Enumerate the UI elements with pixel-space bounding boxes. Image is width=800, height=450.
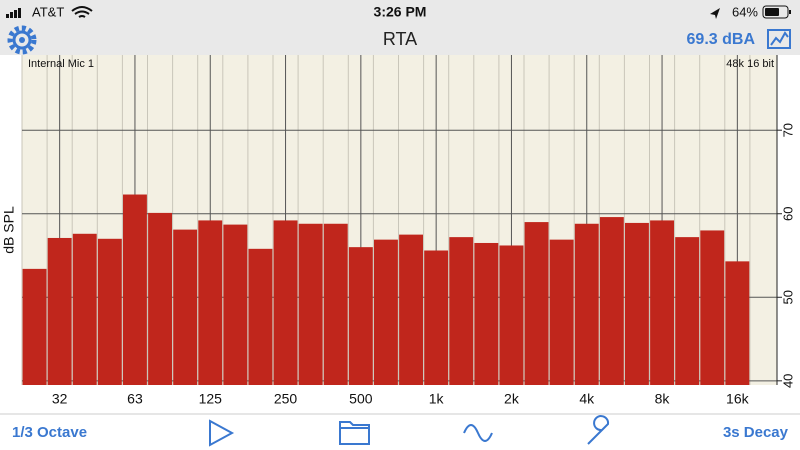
carrier: AT&T [32, 4, 64, 19]
bar [223, 224, 248, 385]
x-tick-label: 250 [274, 391, 298, 407]
bar [123, 194, 147, 385]
x-tick-label: 4k [579, 391, 595, 407]
x-tick-label: 1k [429, 391, 445, 407]
bar [725, 261, 750, 385]
play-button[interactable] [209, 419, 235, 447]
chart: 40 50 60 70 32 63 125 250 500 1k 2k 4k 8k 16k [21, 55, 795, 407]
bar [148, 212, 172, 385]
bar [22, 268, 47, 385]
bar [399, 234, 423, 385]
bar [348, 247, 373, 385]
folder-button[interactable] [339, 421, 370, 445]
x-tick-label: 500 [349, 391, 373, 407]
bar [449, 237, 474, 385]
tools-button[interactable] [587, 415, 610, 445]
header-bg [0, 0, 800, 55]
x-tick-label: 32 [52, 391, 68, 407]
bar [47, 237, 72, 385]
clock: 3:26 PM [374, 4, 427, 20]
bar [198, 220, 223, 385]
x-tick-label: 16k [726, 391, 750, 407]
x-tick-label: 2k [504, 391, 520, 407]
nav-title: RTA [383, 29, 417, 49]
bar [574, 223, 599, 385]
x-tick-label: 8k [655, 391, 671, 407]
y-tick-label: 40 [780, 374, 795, 388]
x-tick-label: 63 [127, 391, 143, 407]
bar [298, 223, 323, 385]
wifi-icon [71, 6, 93, 18]
bar [424, 250, 449, 385]
battery-level: 64% [732, 4, 758, 19]
battery-icon [762, 5, 791, 19]
signal-icon [6, 8, 21, 18]
bar [72, 233, 97, 385]
bar [474, 242, 499, 385]
x-tick-label: 125 [199, 391, 223, 407]
bar [524, 222, 549, 385]
y-axis-label: dB SPL [1, 206, 17, 254]
bar [499, 245, 524, 385]
level-readout[interactable]: 69.3 dBA [687, 31, 756, 48]
y-tick-label: 60 [780, 206, 795, 220]
bar [374, 239, 398, 385]
bar [650, 220, 674, 385]
bar [625, 222, 649, 385]
format-label: 48k 16 bit [726, 58, 774, 70]
decay-button[interactable]: 3s Decay [723, 424, 789, 441]
bar [97, 238, 122, 385]
bar [248, 248, 273, 385]
location-icon [710, 8, 720, 19]
bar [323, 223, 348, 385]
graph-button[interactable] [767, 29, 791, 49]
band-button[interactable]: 1/3 Octave [12, 424, 87, 441]
y-tick-label: 70 [780, 123, 795, 137]
y-tick-label: 50 [780, 290, 795, 304]
generator-button[interactable] [463, 424, 493, 442]
bar [675, 237, 700, 385]
input-label: Internal Mic 1 [28, 58, 94, 70]
settings-gear[interactable] [7, 25, 37, 55]
bar [599, 217, 624, 385]
bar [273, 220, 298, 385]
bar [549, 239, 574, 385]
bar [173, 229, 198, 385]
bar [700, 230, 725, 385]
